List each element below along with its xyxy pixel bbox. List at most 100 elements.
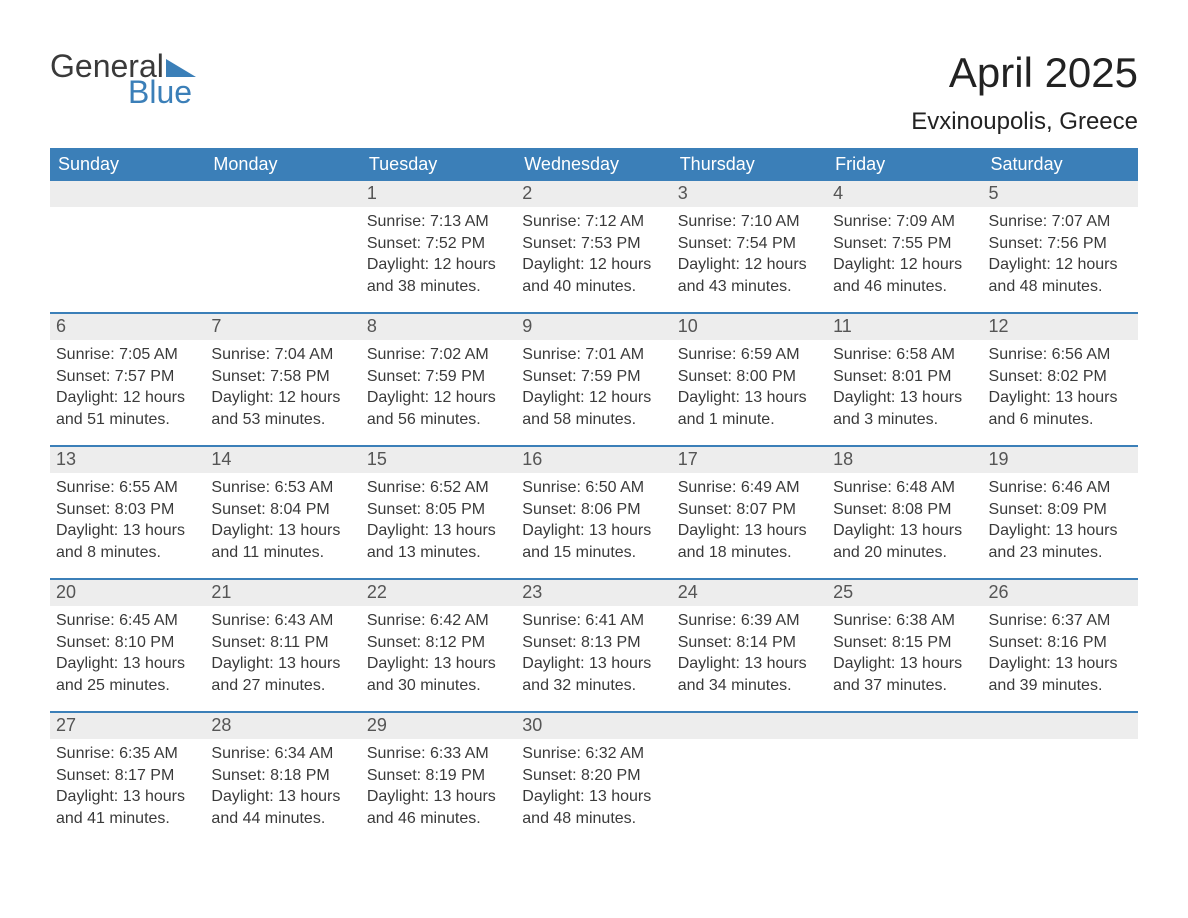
- day-number: 10: [672, 314, 827, 340]
- day-body: Sunrise: 6:32 AMSunset: 8:20 PMDaylight:…: [516, 739, 671, 837]
- day-header-row: Sunday Monday Tuesday Wednesday Thursday…: [50, 148, 1138, 181]
- sunrise-text: Sunrise: 6:34 AM: [211, 743, 354, 765]
- sunset-text: Sunset: 8:01 PM: [833, 366, 976, 388]
- day-body: Sunrise: 6:45 AMSunset: 8:10 PMDaylight:…: [50, 606, 205, 704]
- daylight-text: Daylight: 13 hours and 41 minutes.: [56, 786, 199, 829]
- day-number: 9: [516, 314, 671, 340]
- sunrise-text: Sunrise: 6:39 AM: [678, 610, 821, 632]
- sunrise-text: Sunrise: 6:56 AM: [989, 344, 1132, 366]
- day-number: 25: [827, 580, 982, 606]
- day-number: [827, 713, 982, 739]
- sunrise-text: Sunrise: 6:37 AM: [989, 610, 1132, 632]
- sunset-text: Sunset: 7:54 PM: [678, 233, 821, 255]
- calendar-table: Sunday Monday Tuesday Wednesday Thursday…: [50, 148, 1138, 845]
- month-title: April 2025: [911, 50, 1138, 96]
- day-number: 20: [50, 580, 205, 606]
- calendar-cell: [672, 713, 827, 845]
- day-header: Monday: [205, 148, 360, 181]
- day-body: Sunrise: 6:33 AMSunset: 8:19 PMDaylight:…: [361, 739, 516, 837]
- day-header: Tuesday: [361, 148, 516, 181]
- day-number: 8: [361, 314, 516, 340]
- calendar-cell: [50, 181, 205, 313]
- sunrise-text: Sunrise: 6:55 AM: [56, 477, 199, 499]
- calendar-cell: 8Sunrise: 7:02 AMSunset: 7:59 PMDaylight…: [361, 314, 516, 446]
- daylight-text: Daylight: 13 hours and 23 minutes.: [989, 520, 1132, 563]
- sunrise-text: Sunrise: 7:13 AM: [367, 211, 510, 233]
- sunrise-text: Sunrise: 7:05 AM: [56, 344, 199, 366]
- calendar-cell: 18Sunrise: 6:48 AMSunset: 8:08 PMDayligh…: [827, 447, 982, 579]
- day-number: 16: [516, 447, 671, 473]
- day-number: [50, 181, 205, 207]
- daylight-text: Daylight: 13 hours and 32 minutes.: [522, 653, 665, 696]
- calendar-cell: 15Sunrise: 6:52 AMSunset: 8:05 PMDayligh…: [361, 447, 516, 579]
- sunrise-text: Sunrise: 6:53 AM: [211, 477, 354, 499]
- day-number: 22: [361, 580, 516, 606]
- day-number: 7: [205, 314, 360, 340]
- day-number: 27: [50, 713, 205, 739]
- day-body: Sunrise: 6:50 AMSunset: 8:06 PMDaylight:…: [516, 473, 671, 571]
- sunset-text: Sunset: 7:58 PM: [211, 366, 354, 388]
- daylight-text: Daylight: 12 hours and 40 minutes.: [522, 254, 665, 297]
- day-body: Sunrise: 6:41 AMSunset: 8:13 PMDaylight:…: [516, 606, 671, 704]
- sunset-text: Sunset: 8:20 PM: [522, 765, 665, 787]
- sunrise-text: Sunrise: 7:10 AM: [678, 211, 821, 233]
- day-body: Sunrise: 6:37 AMSunset: 8:16 PMDaylight:…: [983, 606, 1138, 704]
- calendar-page: General Blue April 2025 Evxinoupolis, Gr…: [0, 0, 1188, 885]
- daylight-text: Daylight: 13 hours and 6 minutes.: [989, 387, 1132, 430]
- daylight-text: Daylight: 13 hours and 39 minutes.: [989, 653, 1132, 696]
- day-body: Sunrise: 7:07 AMSunset: 7:56 PMDaylight:…: [983, 207, 1138, 305]
- sunset-text: Sunset: 8:05 PM: [367, 499, 510, 521]
- daylight-text: Daylight: 13 hours and 8 minutes.: [56, 520, 199, 563]
- daylight-text: Daylight: 12 hours and 51 minutes.: [56, 387, 199, 430]
- day-number: 12: [983, 314, 1138, 340]
- sunrise-text: Sunrise: 6:49 AM: [678, 477, 821, 499]
- calendar-cell: 2Sunrise: 7:12 AMSunset: 7:53 PMDaylight…: [516, 181, 671, 313]
- day-body: Sunrise: 6:49 AMSunset: 8:07 PMDaylight:…: [672, 473, 827, 571]
- day-body: Sunrise: 6:59 AMSunset: 8:00 PMDaylight:…: [672, 340, 827, 438]
- sunset-text: Sunset: 7:59 PM: [367, 366, 510, 388]
- location-label: Evxinoupolis, Greece: [911, 108, 1138, 136]
- calendar-cell: 21Sunrise: 6:43 AMSunset: 8:11 PMDayligh…: [205, 580, 360, 712]
- day-number: 30: [516, 713, 671, 739]
- day-number: 1: [361, 181, 516, 207]
- calendar-week: 13Sunrise: 6:55 AMSunset: 8:03 PMDayligh…: [50, 447, 1138, 579]
- sunset-text: Sunset: 8:12 PM: [367, 632, 510, 654]
- day-number: 24: [672, 580, 827, 606]
- calendar-cell: 4Sunrise: 7:09 AMSunset: 7:55 PMDaylight…: [827, 181, 982, 313]
- sunrise-text: Sunrise: 6:43 AM: [211, 610, 354, 632]
- sunset-text: Sunset: 7:52 PM: [367, 233, 510, 255]
- sunset-text: Sunset: 8:13 PM: [522, 632, 665, 654]
- daylight-text: Daylight: 13 hours and 46 minutes.: [367, 786, 510, 829]
- sunrise-text: Sunrise: 7:01 AM: [522, 344, 665, 366]
- calendar-cell: 28Sunrise: 6:34 AMSunset: 8:18 PMDayligh…: [205, 713, 360, 845]
- calendar-cell: 13Sunrise: 6:55 AMSunset: 8:03 PMDayligh…: [50, 447, 205, 579]
- calendar-cell: [827, 713, 982, 845]
- daylight-text: Daylight: 13 hours and 27 minutes.: [211, 653, 354, 696]
- calendar-cell: 25Sunrise: 6:38 AMSunset: 8:15 PMDayligh…: [827, 580, 982, 712]
- calendar-cell: 22Sunrise: 6:42 AMSunset: 8:12 PMDayligh…: [361, 580, 516, 712]
- day-number: 29: [361, 713, 516, 739]
- day-number: [205, 181, 360, 207]
- daylight-text: Daylight: 13 hours and 18 minutes.: [678, 520, 821, 563]
- calendar-cell: 24Sunrise: 6:39 AMSunset: 8:14 PMDayligh…: [672, 580, 827, 712]
- sunset-text: Sunset: 8:02 PM: [989, 366, 1132, 388]
- sunrise-text: Sunrise: 7:12 AM: [522, 211, 665, 233]
- sunrise-text: Sunrise: 6:58 AM: [833, 344, 976, 366]
- sunset-text: Sunset: 8:16 PM: [989, 632, 1132, 654]
- calendar-cell: 30Sunrise: 6:32 AMSunset: 8:20 PMDayligh…: [516, 713, 671, 845]
- sunrise-text: Sunrise: 6:35 AM: [56, 743, 199, 765]
- sunset-text: Sunset: 8:09 PM: [989, 499, 1132, 521]
- day-number: 3: [672, 181, 827, 207]
- calendar-cell: 19 Sunrise: 6:46 AMSunset: 8:09 PMDayligh…: [983, 447, 1138, 579]
- day-number: 14: [205, 447, 360, 473]
- day-body: Sunrise: 7:12 AMSunset: 7:53 PMDaylight:…: [516, 207, 671, 305]
- daylight-text: Daylight: 13 hours and 30 minutes.: [367, 653, 510, 696]
- sunrise-text: Sunrise: 6:38 AM: [833, 610, 976, 632]
- sunrise-text: Sunrise: 6:46 AM: [989, 477, 1132, 499]
- calendar-cell: 20Sunrise: 6:45 AMSunset: 8:10 PMDayligh…: [50, 580, 205, 712]
- calendar-cell: 17Sunrise: 6:49 AMSunset: 8:07 PMDayligh…: [672, 447, 827, 579]
- calendar-cell: 26Sunrise: 6:37 AMSunset: 8:16 PMDayligh…: [983, 580, 1138, 712]
- day-number: 19: [983, 447, 1138, 473]
- day-number: 21: [205, 580, 360, 606]
- calendar-week: 20Sunrise: 6:45 AMSunset: 8:10 PMDayligh…: [50, 580, 1138, 712]
